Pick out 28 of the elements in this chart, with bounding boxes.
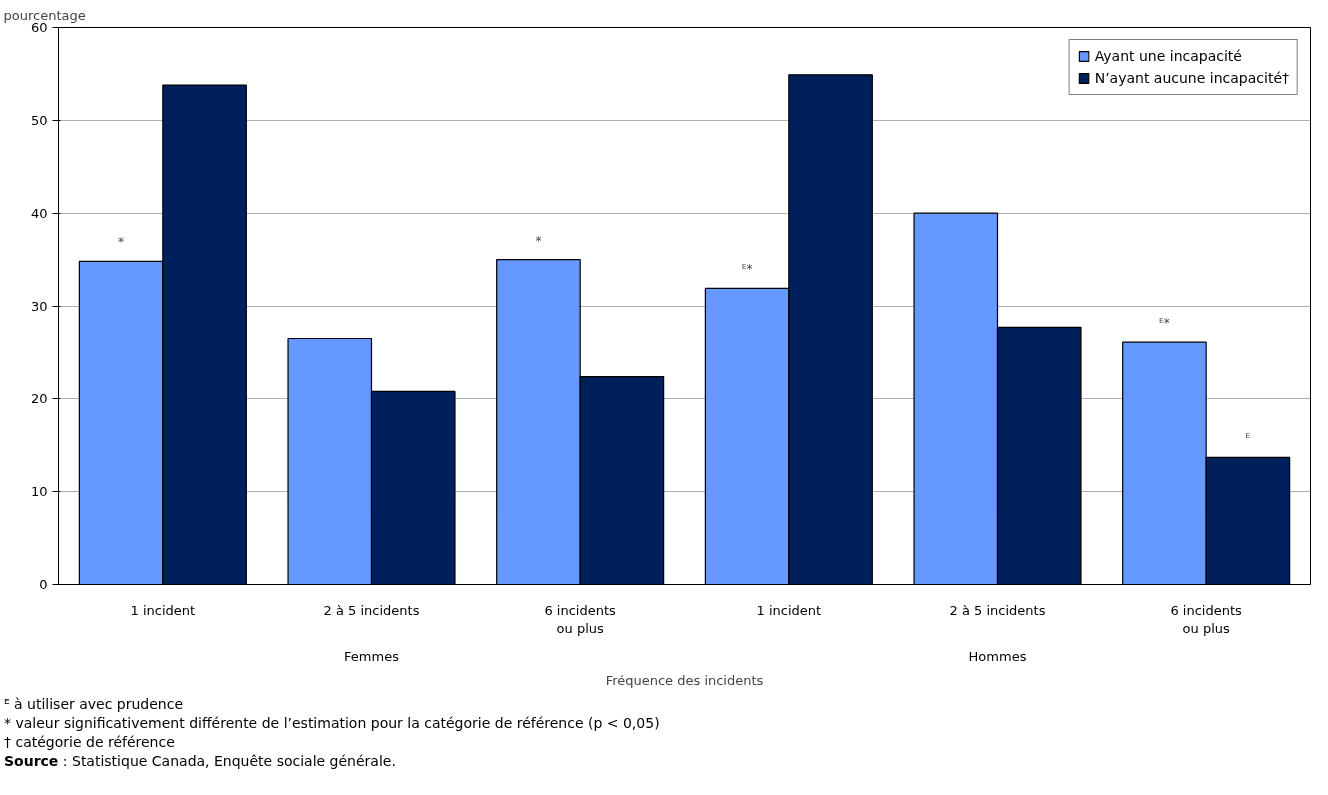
x-tick-label: 1 incident [130,602,196,618]
y-tick-label: 40 [30,205,48,221]
x-tick-label: 1 incident [756,602,822,618]
data-label: ᴱ [1245,431,1251,446]
y-tick-label: 50 [30,112,48,128]
y-axis-title: pourcentage [3,7,86,23]
y-tick-label: 30 [30,298,48,314]
x-axis-title: Fréquence des incidents [605,672,764,688]
legend-label: Ayant une incapacité [1094,48,1242,64]
data-label: * [535,233,542,248]
data-label: * [118,235,125,250]
y-tick-label: 20 [30,391,48,407]
x-tick-label: 6 incidents ou plus [1170,602,1243,636]
y-tick-label: 0 [39,577,48,592]
text: † catégorie de référence [4,733,176,752]
text: Femmes [344,648,400,664]
data-label: ᴱ* [741,262,753,277]
source-note: Source : Statistique Canada, Enquête sociale générale. [4,752,397,771]
x-tick-label: 6 incidents ou plus [544,602,617,636]
y-tick-label: 60 [30,20,48,35]
legend-label: N’ayant aucune incapacité† [1094,70,1289,86]
x-tick-label: 2 à 5 incidents [949,602,1046,618]
data-label: ᴱ* [1159,316,1170,331]
x-tick-label: 2 à 5 incidents [323,602,420,618]
y-tick-label: 10 [30,484,48,500]
text: * valeur significativement différente de l’estimation pour la catégorie de référence (p < 0,05) [4,714,660,733]
text: Hommes [968,648,1027,664]
text: ᴱ à utiliser avec prudence [4,695,185,714]
